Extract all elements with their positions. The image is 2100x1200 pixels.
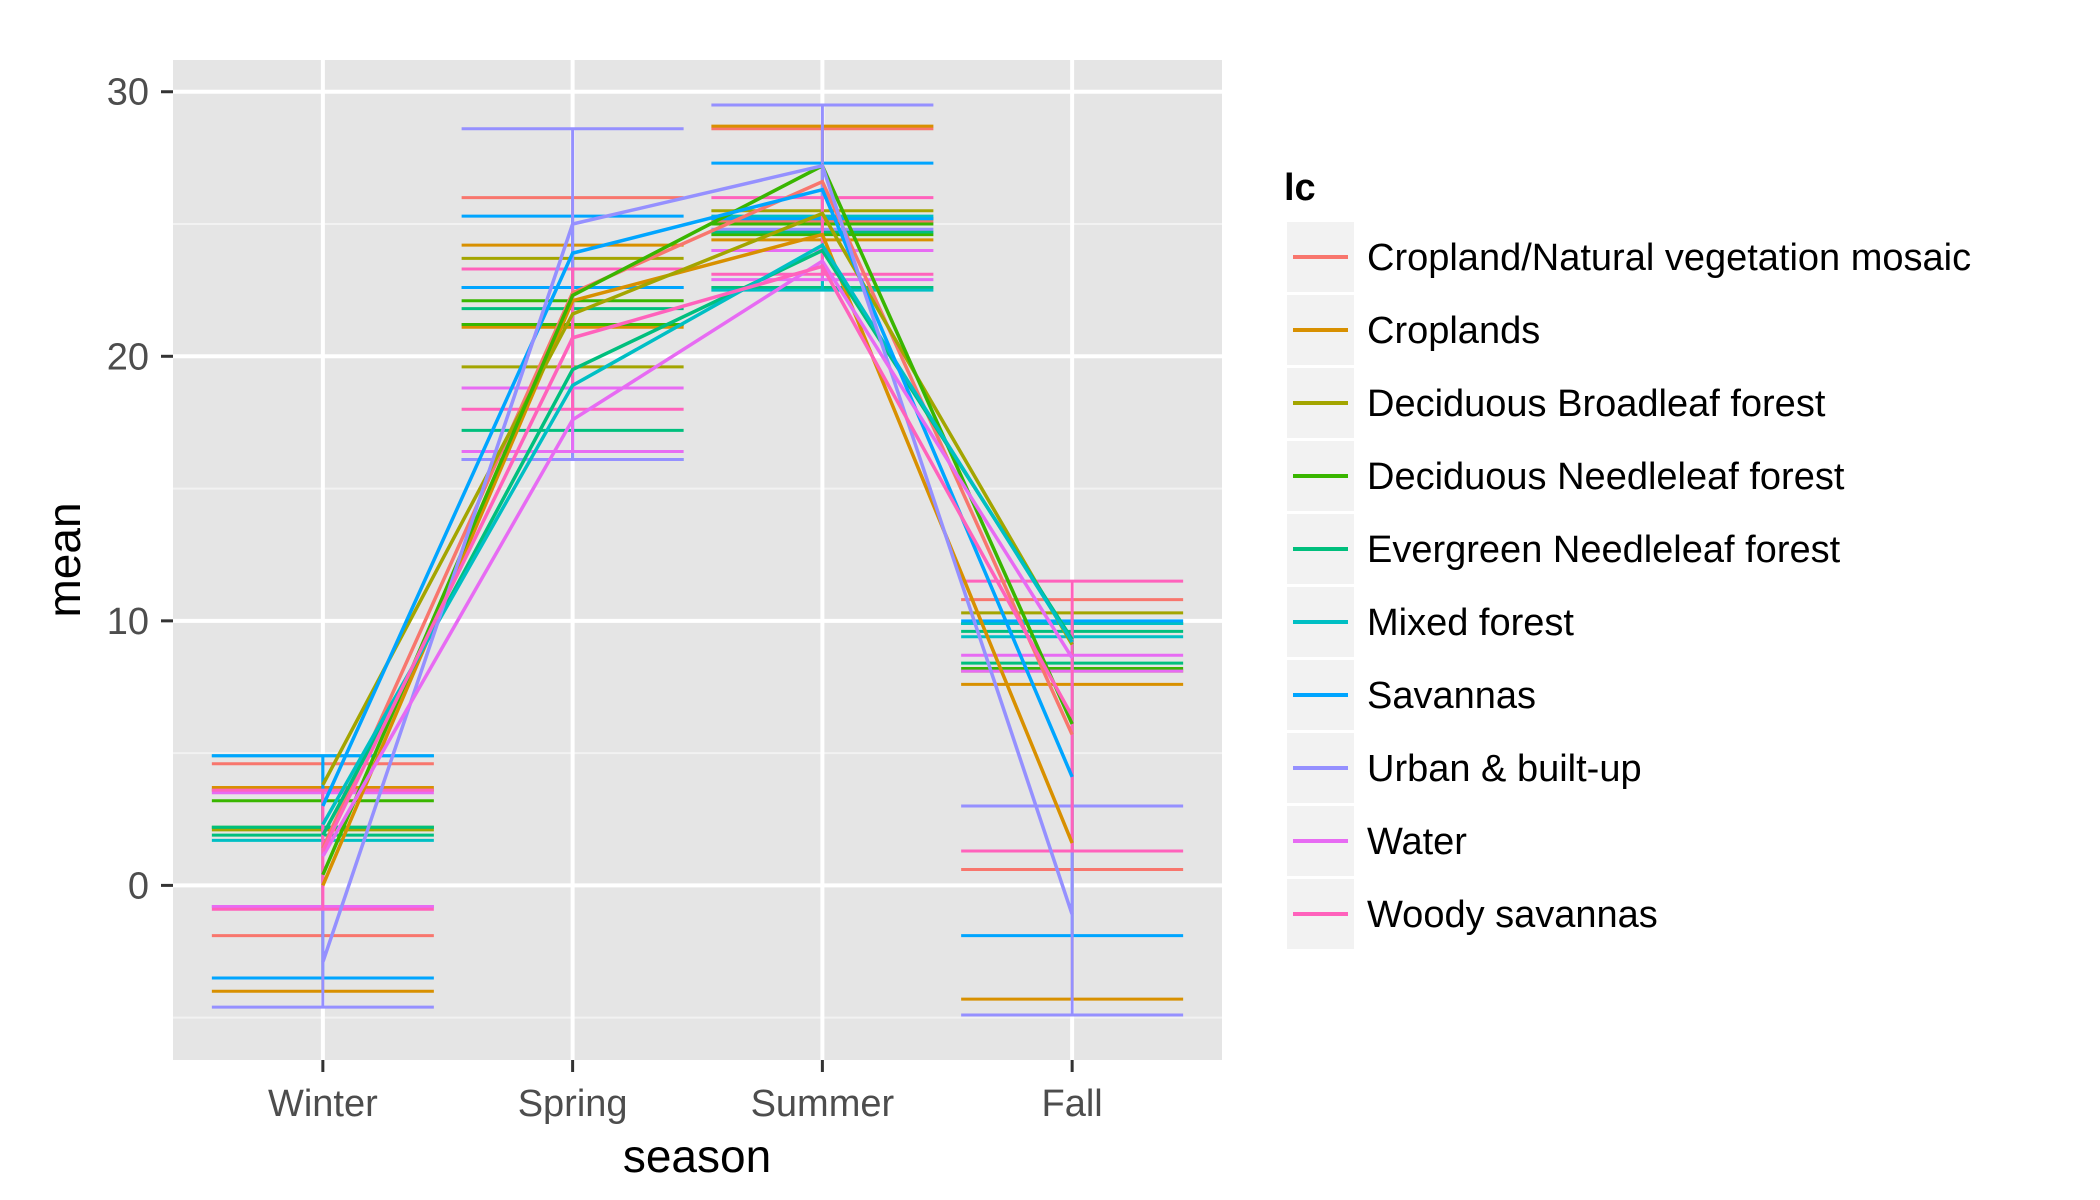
legend-item: Savannas bbox=[1287, 660, 1536, 730]
y-tick-label: 30 bbox=[107, 72, 149, 114]
legend-label: Evergreen Needleleaf forest bbox=[1367, 529, 1841, 571]
series-line bbox=[321, 264, 1074, 852]
legend-item: Woody savannas bbox=[1287, 879, 1658, 949]
series-line bbox=[321, 258, 1074, 858]
y-tick-label: 10 bbox=[107, 601, 149, 643]
series-line bbox=[321, 242, 1074, 826]
legend-label: Deciduous Broadleaf forest bbox=[1367, 383, 1826, 425]
error-bars bbox=[211, 103, 1184, 1017]
x-tick-label: Fall bbox=[1042, 1083, 1103, 1125]
legend-item: Cropland/Natural vegetation mosaic bbox=[1287, 222, 1971, 292]
x-axis: Winter Spring Summer Fall bbox=[268, 1060, 1103, 1125]
legend-label: Cropland/Natural vegetation mosaic bbox=[1367, 237, 1971, 279]
legend-item: Urban & built-up bbox=[1287, 733, 1642, 803]
x-tick-label: Summer bbox=[751, 1083, 895, 1125]
legend-item: Deciduous Broadleaf forest bbox=[1287, 368, 1826, 438]
x-tick-label: Winter bbox=[268, 1083, 378, 1125]
y-tick-label: 0 bbox=[128, 865, 149, 907]
y-axis-title: mean bbox=[38, 502, 90, 617]
legend-item: Evergreen Needleleaf forest bbox=[1287, 514, 1841, 584]
x-axis-title: season bbox=[623, 1130, 771, 1182]
y-tick-label: 20 bbox=[107, 336, 149, 378]
y-axis: 0 10 20 30 bbox=[107, 72, 173, 907]
legend-label: Croplands bbox=[1367, 310, 1540, 352]
legend: lc Cropland/Natural vegetation mosaic Cro… bbox=[1284, 167, 1971, 949]
x-tick-label: Spring bbox=[518, 1083, 628, 1125]
series-lines bbox=[321, 163, 1074, 963]
series-line bbox=[321, 211, 1074, 786]
legend-label: Water bbox=[1367, 821, 1467, 863]
legend-title: lc bbox=[1284, 167, 1316, 209]
legend-label: Woody savannas bbox=[1367, 894, 1658, 936]
legend-label: Savannas bbox=[1367, 675, 1536, 717]
series-line bbox=[321, 187, 1074, 807]
legend-item: Mixed forest bbox=[1287, 587, 1574, 657]
legend-label: Urban & built-up bbox=[1367, 748, 1642, 790]
legend-item: Deciduous Needleleaf forest bbox=[1287, 441, 1845, 511]
legend-item: Water bbox=[1287, 806, 1467, 876]
legend-label: Deciduous Needleleaf forest bbox=[1367, 456, 1845, 498]
legend-label: Mixed forest bbox=[1367, 602, 1574, 644]
legend-item: Croplands bbox=[1287, 295, 1540, 365]
